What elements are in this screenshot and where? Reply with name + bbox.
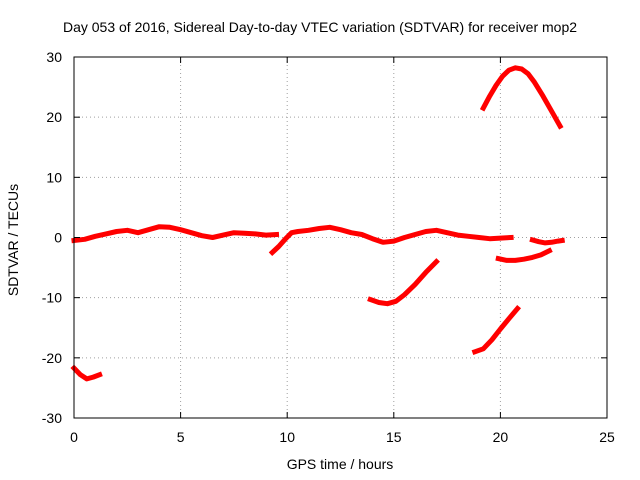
y-tick-label: 0 <box>54 230 62 246</box>
y-tick-label: 10 <box>46 169 62 185</box>
series-line-seg2 <box>71 224 280 244</box>
data-series <box>70 65 566 382</box>
series-line-seg3 <box>268 224 514 257</box>
series-line-seg5 <box>471 304 522 355</box>
y-tick-label: -30 <box>42 410 62 426</box>
y-tick-label: -20 <box>42 350 62 366</box>
series-line-seg8 <box>529 236 566 246</box>
x-tick-label: 25 <box>599 429 615 445</box>
chart-title: Day 053 of 2016, Sidereal Day-to-day VTE… <box>62 19 578 35</box>
y-tick-label: 20 <box>46 109 62 125</box>
series-line-seg4 <box>367 258 440 307</box>
x-tick-label: 20 <box>493 429 509 445</box>
series-line-seg7 <box>495 247 553 263</box>
x-tick-label: 0 <box>70 429 78 445</box>
x-tick-label: 15 <box>386 429 402 445</box>
x-axis-label: GPS time / hours <box>286 456 394 472</box>
plot-frame <box>73 56 608 419</box>
axis-ticks: 0 5 10 15 20 25 -30 -20 -10 0 10 20 30 <box>42 49 615 445</box>
x-tick-label: 5 <box>177 429 185 445</box>
series-line-seg6 <box>479 65 564 130</box>
y-tick-label: 30 <box>46 49 62 65</box>
series-line-seg1 <box>70 364 103 382</box>
x-tick-label: 10 <box>279 429 295 445</box>
grid-lines <box>74 57 607 418</box>
y-tick-label: -10 <box>42 290 62 306</box>
